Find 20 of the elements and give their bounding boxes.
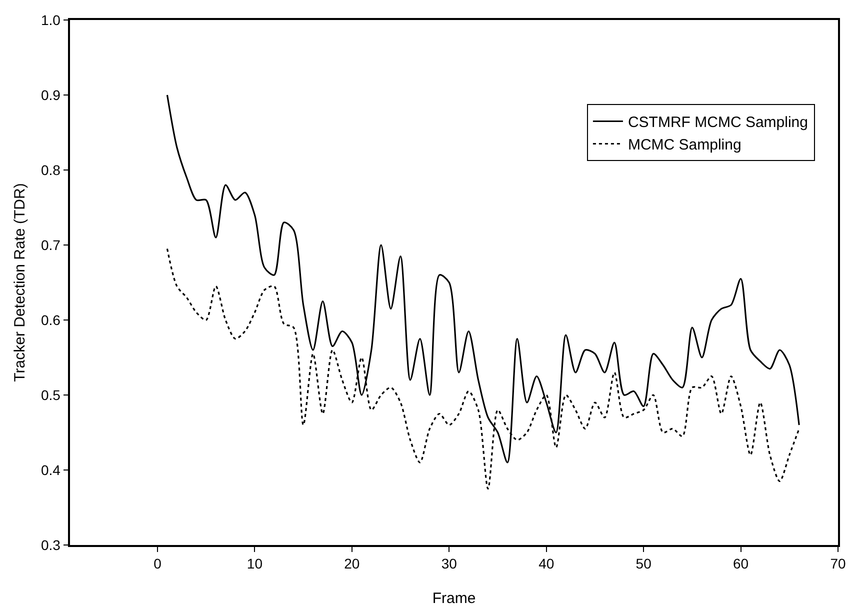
y-tick-label: 0.6 — [40, 312, 61, 328]
x-tick-label: 20 — [344, 556, 360, 572]
x-tick-label: 60 — [732, 556, 749, 572]
x-tick-label: 70 — [830, 556, 846, 572]
legend-label: MCMC Sampling — [628, 136, 742, 154]
y-tick-label: 1.0 — [40, 12, 61, 28]
y-tick-label: 0.5 — [40, 386, 61, 403]
y-tick-label: 0.9 — [40, 86, 61, 103]
x-axis-title: Frame — [432, 590, 476, 608]
y-tick-label: 0.7 — [40, 236, 61, 253]
y-tick-label: 0.3 — [40, 536, 61, 553]
y-axis-title: Tracker Detection Rate (TDR) — [12, 183, 29, 382]
legend-label: CSTMRF MCMC Sampling — [628, 114, 808, 132]
y-tick-label: 0.4 — [40, 462, 61, 478]
x-tick-label: 10 — [246, 556, 263, 572]
x-tick-label: 0 — [154, 556, 162, 572]
x-tick-label: 50 — [636, 556, 652, 572]
y-tick-label: 0.8 — [40, 162, 61, 178]
x-tick-label: 40 — [538, 556, 554, 572]
x-tick-label: 30 — [441, 556, 458, 572]
